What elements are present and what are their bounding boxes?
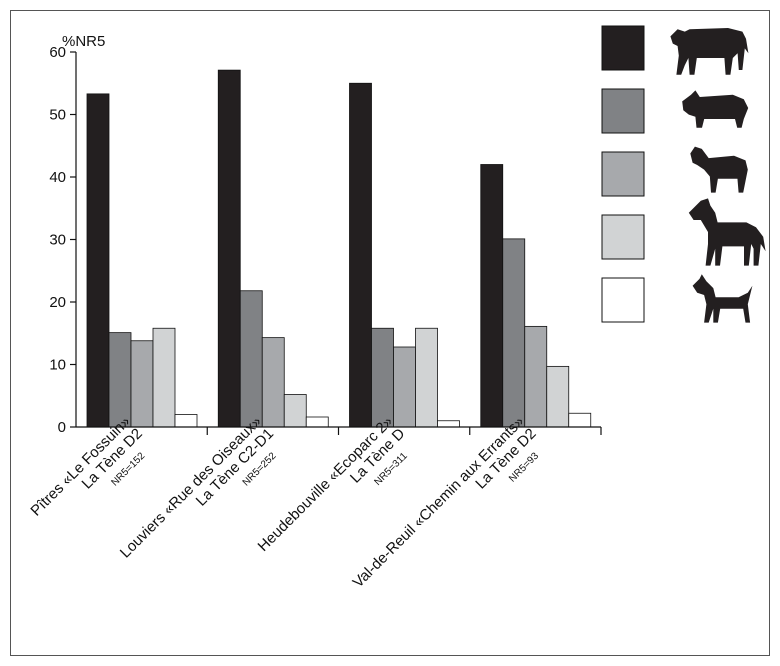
bar-horse-4	[546, 365, 570, 428]
y-tick-label: 20	[49, 294, 66, 311]
cattle-icon	[670, 28, 749, 75]
bar-pig-1	[108, 332, 132, 428]
legend-swatch-sheep-goat	[601, 151, 645, 197]
bar-cattle-4	[480, 164, 504, 428]
bar-sheep-goat-1	[130, 340, 154, 428]
bar-dog-1	[174, 414, 198, 428]
legend	[601, 25, 766, 323]
bars	[86, 69, 592, 428]
x-axis: Pîtres «Le Fossuin»La Tène D2NR5=152Louv…	[27, 413, 602, 591]
bar-pig-2	[239, 290, 263, 428]
category-label-line: Pîtres «Le Fossuin»	[27, 413, 133, 519]
bar-horse-2	[283, 394, 307, 428]
bar-dog-2	[305, 416, 329, 428]
bar-pig-3	[371, 327, 394, 428]
legend-swatch-dog	[601, 277, 645, 323]
bar-horse-3	[415, 327, 438, 428]
sheep-goat-icon	[690, 146, 748, 193]
legend-swatch-cattle	[601, 25, 645, 71]
bar-dog-3	[437, 420, 460, 428]
y-tick-label: 0	[58, 419, 66, 436]
y-tick-label: 30	[49, 232, 66, 249]
y-tick-label: 10	[49, 357, 66, 374]
bar-cattle-2	[217, 69, 241, 428]
y-tick-label: 50	[49, 107, 66, 124]
horse-icon	[688, 198, 766, 266]
legend-swatch-pig	[601, 88, 645, 134]
y-axis-label: %NR5	[62, 33, 105, 50]
bar-cattle-3	[349, 82, 372, 428]
bar-horse-1	[152, 327, 176, 428]
chart-frame	[10, 10, 770, 656]
bar-sheep-goat-4	[524, 325, 548, 428]
dog-icon	[692, 274, 753, 323]
legend-swatch-horse	[601, 214, 645, 260]
bar-cattle-1	[86, 93, 110, 428]
pig-icon	[682, 90, 749, 128]
y-axis: 0 10 20 30 40 50 60	[49, 44, 77, 436]
y-tick-label: 40	[49, 169, 66, 186]
y-tick-label: 60	[49, 44, 66, 61]
bar-sheep-goat-2	[261, 337, 285, 428]
bar-pig-4	[502, 238, 526, 428]
bar-dog-4	[568, 412, 592, 428]
bar-sheep-goat-3	[393, 346, 416, 428]
